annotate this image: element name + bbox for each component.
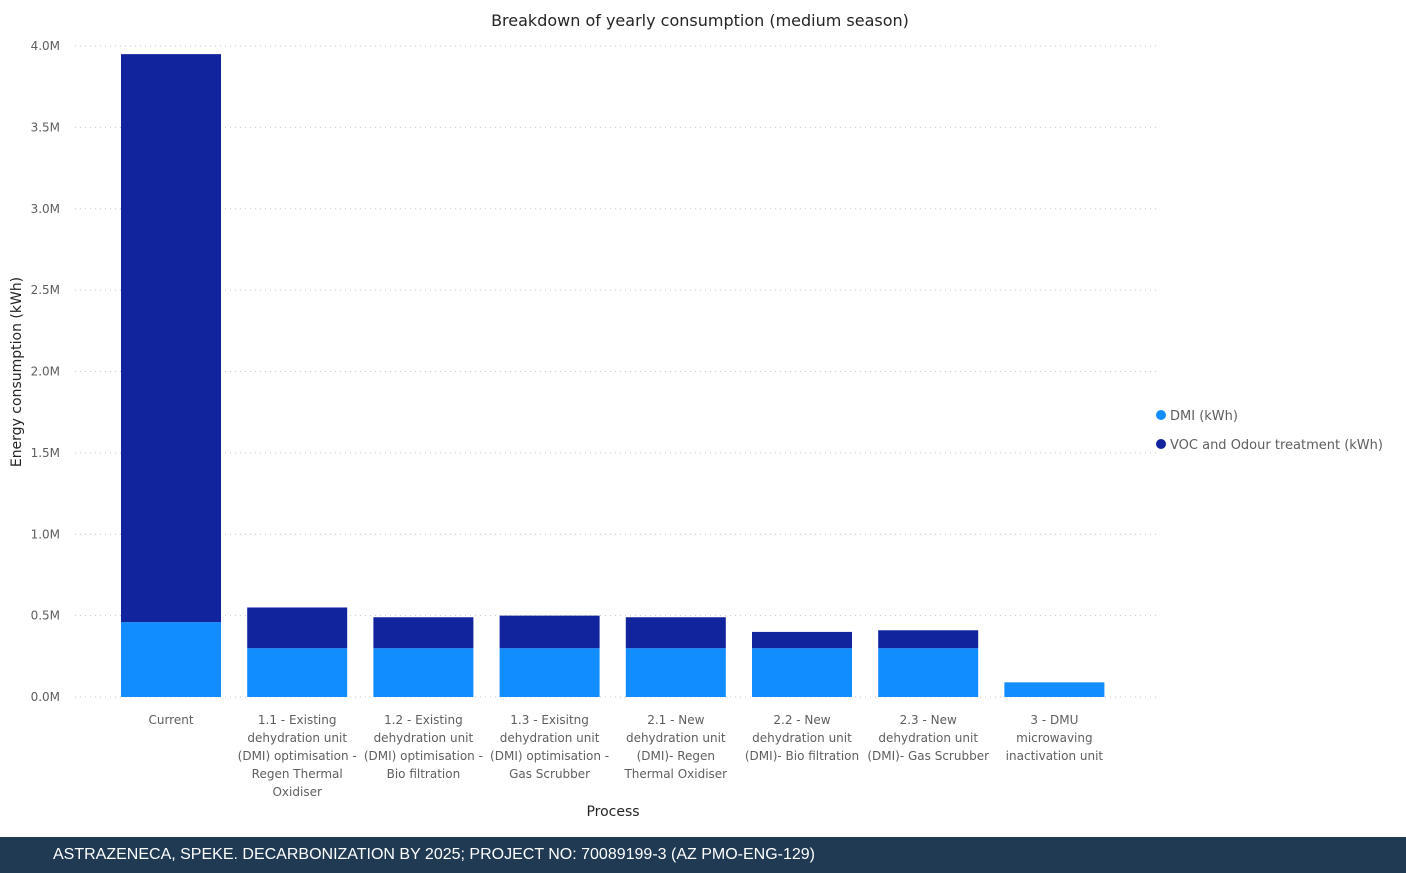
bar-segment-voc — [499, 615, 600, 649]
x-tick-label: 1.2 - Existing dehydration unit (DMI) opti… — [364, 713, 483, 781]
y-tick-label: 0.0M — [31, 690, 60, 704]
stacked-bar-chart: Breakdown of yearly consumption (medium … — [9, 11, 1383, 820]
x-axis-category-labels: Current 1.1 - Existing dehydration unit (DM… — [148, 713, 1103, 799]
legend-label: VOC and Odour treatment (kWh) — [1170, 438, 1383, 453]
y-tick-label: 4.0M — [31, 39, 60, 53]
legend-marker — [1156, 439, 1166, 449]
x-tick-label: 2.1 - New dehydration unit (DMI)- Regen The… — [623, 713, 727, 781]
legend: DMI (kWh) VOC and Odour treatment (kWh) — [1156, 409, 1383, 453]
bar-segment-dmi — [121, 622, 221, 697]
bar-segment-voc — [878, 630, 979, 649]
x-tick-label: 2.2 - New dehydration unit (DMI)- Bio filt… — [745, 713, 859, 763]
bar-segment-voc — [121, 54, 221, 623]
bar-segment-dmi — [752, 648, 852, 697]
bar-segment-dmi — [1004, 682, 1105, 697]
y-tick-label: 2.0M — [31, 365, 60, 379]
legend-marker — [1156, 410, 1166, 420]
y-tick-label: 3.0M — [31, 202, 60, 216]
x-tick-label: 3 - DMU microwaving inactivation unit — [1006, 713, 1104, 763]
legend-label: DMI (kWh) — [1170, 409, 1238, 424]
bar-segment-voc — [247, 607, 348, 649]
x-tick-label: 1.3 - Exisitng dehydration unit (DMI) opti… — [490, 713, 609, 781]
y-axis-ticks: 0.0M 0.5M 1.0M 1.5M 2.0M 2.5M 3.0M 3.5M 4.0M — [31, 39, 60, 704]
y-axis-label: Energy consumption (kWh) — [9, 277, 25, 467]
bar-segment-voc — [752, 631, 852, 649]
x-tick-label: Current — [148, 713, 193, 727]
gridlines — [75, 45, 1156, 698]
bar-segment-dmi — [625, 648, 726, 697]
bar-segment-dmi — [878, 648, 979, 697]
bar-segment-voc — [625, 617, 726, 649]
x-tick-label: 2.3 - New dehydration unit (DMI)- Gas Scru… — [867, 713, 989, 763]
bar-segment-dmi — [499, 648, 600, 697]
footer-banner: ASTRAZENECA, SPEKE. DECARBONIZATION BY 2… — [0, 837, 1406, 873]
chart-title: Breakdown of yearly consumption (medium … — [491, 11, 909, 30]
y-tick-label: 2.5M — [31, 283, 60, 297]
bar-segment-voc — [373, 617, 474, 649]
x-tick-label: 1.1 - Existing dehydration unit (DMI) opti… — [238, 713, 357, 799]
y-tick-label: 1.5M — [31, 446, 60, 460]
y-tick-label: 0.5M — [31, 609, 60, 623]
y-tick-label: 1.0M — [31, 527, 60, 541]
y-tick-label: 3.5M — [31, 120, 60, 134]
bar-segment-dmi — [247, 648, 348, 697]
bar-segment-dmi — [373, 648, 474, 697]
footer-text: ASTRAZENECA, SPEKE. DECARBONIZATION BY 2… — [53, 846, 816, 863]
bars — [121, 54, 1105, 697]
x-axis-label: Process — [586, 804, 639, 820]
